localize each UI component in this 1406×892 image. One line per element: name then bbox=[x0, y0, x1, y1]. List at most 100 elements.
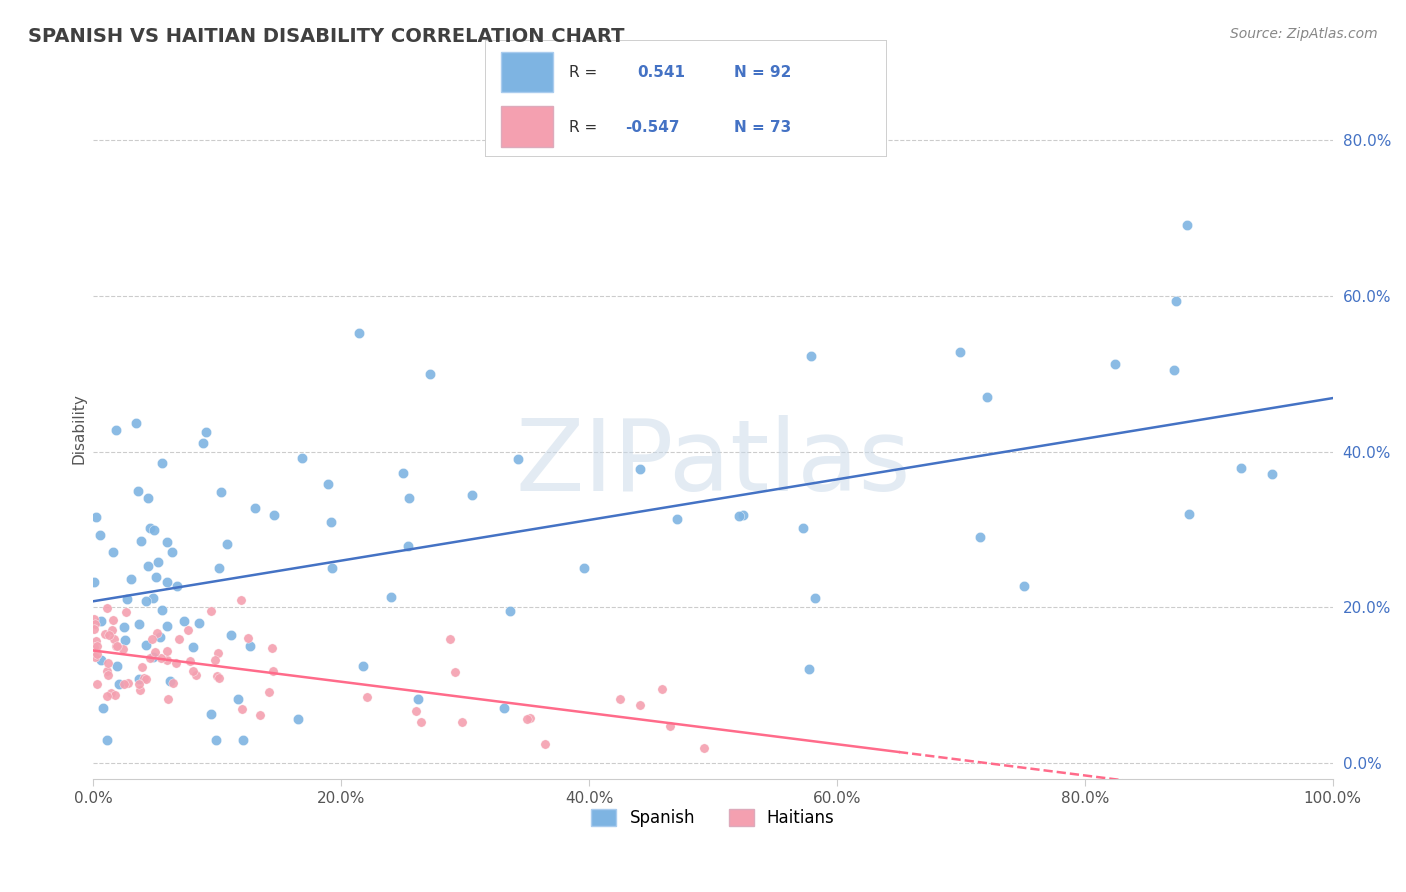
Point bbox=[139, 521, 162, 535]
Point bbox=[1012, 579, 1035, 593]
Point bbox=[128, 672, 150, 686]
Point bbox=[352, 659, 374, 673]
Point bbox=[112, 676, 135, 690]
Point bbox=[155, 644, 177, 658]
Point bbox=[91, 701, 114, 715]
Point bbox=[104, 688, 127, 702]
Point bbox=[86, 647, 108, 661]
Point bbox=[356, 690, 378, 705]
Point bbox=[239, 639, 262, 653]
Point bbox=[516, 713, 538, 727]
Point bbox=[231, 702, 253, 716]
Point bbox=[804, 591, 827, 605]
Point bbox=[319, 516, 342, 530]
Text: N = 73: N = 73 bbox=[734, 120, 790, 135]
Text: -0.547: -0.547 bbox=[626, 120, 681, 135]
Point bbox=[129, 533, 152, 548]
Point bbox=[184, 667, 207, 681]
Point bbox=[658, 718, 681, 732]
Point bbox=[165, 656, 187, 670]
Point bbox=[84, 634, 107, 648]
Point bbox=[398, 491, 420, 505]
Point bbox=[96, 601, 118, 615]
Point bbox=[316, 477, 339, 491]
Point bbox=[145, 626, 167, 640]
Point bbox=[217, 537, 239, 551]
Point bbox=[519, 711, 541, 725]
Point bbox=[173, 614, 195, 628]
Point bbox=[260, 640, 283, 655]
Point bbox=[159, 673, 181, 688]
Point bbox=[291, 451, 314, 466]
Point bbox=[949, 345, 972, 359]
Point bbox=[219, 628, 242, 642]
Point bbox=[609, 692, 631, 706]
Point bbox=[114, 633, 136, 648]
Text: R =: R = bbox=[569, 120, 598, 135]
Point bbox=[232, 733, 254, 747]
Point bbox=[534, 737, 557, 751]
Point bbox=[209, 485, 232, 500]
Point bbox=[508, 451, 530, 466]
Point bbox=[143, 523, 166, 537]
Point bbox=[236, 632, 259, 646]
Point bbox=[127, 483, 149, 498]
Point bbox=[103, 632, 125, 647]
FancyBboxPatch shape bbox=[501, 106, 553, 147]
Point bbox=[105, 639, 128, 653]
Point bbox=[443, 665, 465, 679]
Point bbox=[208, 561, 231, 575]
Point bbox=[83, 640, 105, 654]
Point bbox=[181, 665, 204, 679]
Point bbox=[204, 653, 226, 667]
Point bbox=[229, 592, 252, 607]
Point bbox=[96, 689, 118, 703]
Point bbox=[97, 657, 120, 671]
Point bbox=[86, 677, 108, 691]
Point bbox=[83, 616, 105, 631]
Point bbox=[115, 591, 138, 606]
Point bbox=[976, 390, 998, 404]
Point bbox=[101, 544, 124, 558]
Point bbox=[731, 508, 754, 522]
Text: N = 92: N = 92 bbox=[734, 65, 792, 80]
Point bbox=[287, 712, 309, 726]
Point bbox=[156, 574, 179, 589]
Point bbox=[98, 628, 121, 642]
Point bbox=[135, 594, 157, 608]
Point bbox=[97, 668, 120, 682]
Point bbox=[83, 612, 105, 626]
Text: SPANISH VS HAITIAN DISABILITY CORRELATION CHART: SPANISH VS HAITIAN DISABILITY CORRELATIO… bbox=[28, 27, 624, 45]
Point bbox=[112, 641, 135, 656]
Point bbox=[628, 462, 651, 476]
Point bbox=[142, 649, 165, 664]
Point bbox=[117, 676, 139, 690]
Point bbox=[112, 620, 135, 634]
Y-axis label: Disability: Disability bbox=[72, 392, 86, 464]
Point bbox=[141, 632, 163, 647]
Point bbox=[100, 686, 122, 700]
Point bbox=[499, 604, 522, 618]
Point bbox=[263, 508, 285, 523]
Text: ZIPatlas: ZIPatlas bbox=[515, 415, 911, 512]
Point bbox=[128, 616, 150, 631]
Point bbox=[262, 664, 284, 678]
Point bbox=[169, 632, 191, 647]
Point bbox=[105, 640, 128, 654]
Point bbox=[1163, 363, 1185, 377]
Point bbox=[460, 488, 482, 502]
Point bbox=[243, 501, 266, 516]
Point bbox=[149, 630, 172, 644]
Point bbox=[194, 425, 217, 439]
Point bbox=[150, 650, 173, 665]
Point bbox=[405, 704, 427, 718]
Point bbox=[208, 671, 231, 685]
Point bbox=[1230, 461, 1253, 475]
Point bbox=[419, 367, 441, 381]
Point bbox=[411, 714, 433, 729]
Point bbox=[257, 684, 280, 698]
Point bbox=[96, 664, 118, 678]
Point bbox=[205, 669, 228, 683]
Point bbox=[136, 558, 159, 573]
Point bbox=[89, 528, 111, 542]
